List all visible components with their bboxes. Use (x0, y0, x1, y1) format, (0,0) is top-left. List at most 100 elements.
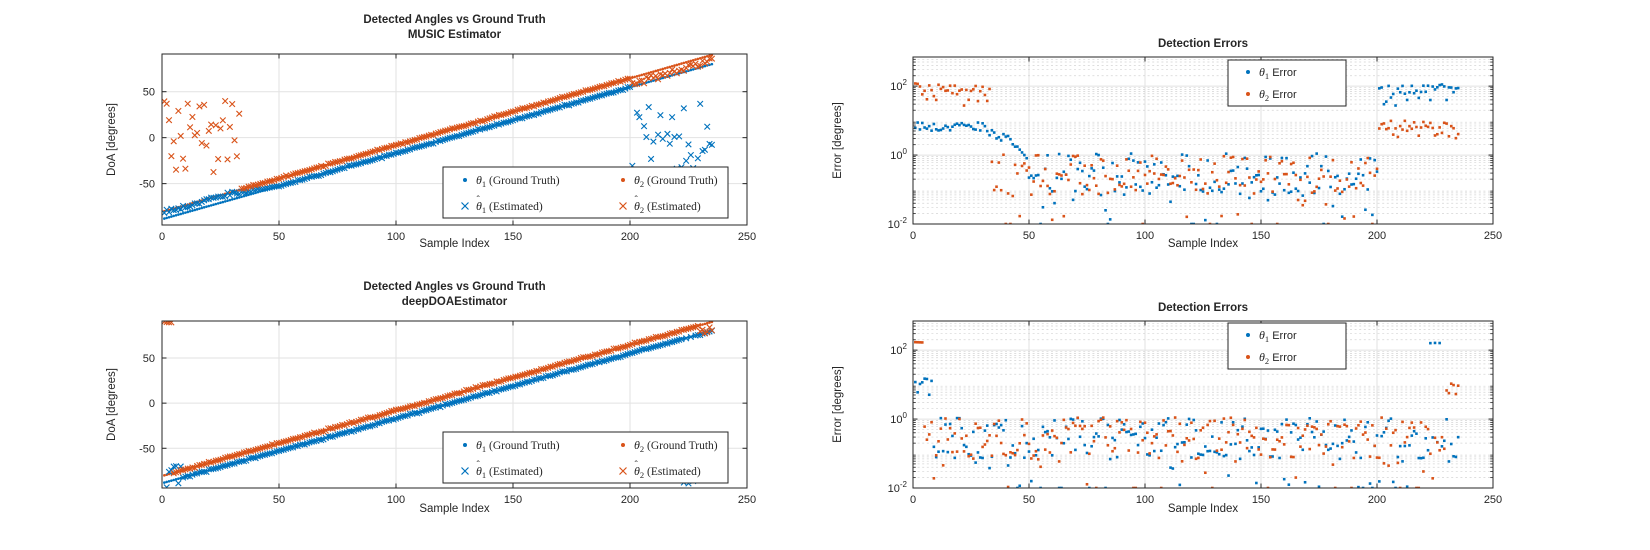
legend-item: θ1 Error (1246, 65, 1297, 81)
x-tick-label: 250 (738, 231, 756, 243)
legend-dot-marker-icon (1246, 92, 1250, 96)
legend-item-label: θ2 (Estimated) (634, 464, 701, 480)
series-theta2-error (914, 82, 1460, 224)
x-tick-label: 0 (159, 231, 165, 243)
x-tick-label: 250 (1484, 230, 1502, 242)
legend-item-label: θ1 (Estimated) (476, 199, 543, 215)
series-theta1-est (163, 327, 716, 488)
legend-dot-marker-icon (621, 443, 625, 447)
legend-item: θ2 (Ground Truth) (621, 438, 718, 454)
y-tick-label: 102 (890, 342, 907, 357)
legend-item: θ2 (Estimated)ˆ (619, 195, 701, 215)
legend-item: θ1 (Ground Truth) (463, 173, 560, 189)
hat-accent: ˆ (477, 195, 481, 206)
legend-item-label: θ1 (Estimated) (476, 464, 543, 480)
series-theta2-est (162, 55, 716, 192)
panel-title: Detection Errors (1158, 302, 1248, 314)
x-tick-label: 0 (910, 494, 916, 506)
legend-item: θ1 Error (1246, 328, 1297, 344)
hat-accent: ˆ (477, 460, 481, 471)
series-theta1-error (914, 341, 1460, 488)
panel-deep-errors: 0 50 100 150 200 250 10-2 100 102 Detection Error… (832, 302, 1502, 515)
x-axis-label: Sample Index (419, 238, 490, 250)
x-axis-label: Sample Index (419, 503, 490, 515)
legend-x-marker-icon (461, 202, 469, 210)
legend-item-label: θ2 Error (1259, 350, 1297, 366)
legend-x-marker-icon (461, 467, 469, 475)
x-tick-label: 200 (1368, 494, 1386, 506)
y-tick-label: 10-2 (888, 480, 908, 495)
legend-item: θ2 (Estimated)ˆ (619, 460, 701, 480)
panel-title: MUSIC Estimator (408, 29, 502, 41)
y-axis-label: DoA [degrees] (106, 368, 118, 441)
legend-item: θ2 Error (1246, 87, 1297, 103)
y-tick-label: -50 (139, 179, 155, 191)
legend: θ1 Error θ2 Error (1227, 59, 1347, 107)
y-axis-label: Error [degrees] (832, 366, 844, 443)
legend-item: θ1 (Estimated)ˆ (461, 460, 543, 480)
legend-x-marker-icon (619, 467, 627, 475)
x-tick-label: 150 (1252, 494, 1270, 506)
hat-accent: ˆ (635, 460, 639, 471)
x-tick-label: 100 (387, 494, 405, 506)
legend-dot-marker-icon (463, 443, 467, 447)
legend-item-label: θ1 (Ground Truth) (476, 438, 560, 454)
series-theta2-est (162, 321, 716, 477)
y-tick-label: 100 (890, 147, 907, 162)
x-tick-label: 50 (1023, 494, 1035, 506)
legend-item-label: θ2 Error (1259, 87, 1297, 103)
legend-item-label: θ2 (Ground Truth) (634, 438, 718, 454)
x-tick-label: 100 (387, 231, 405, 243)
panel-title: deepDOAEstimator (402, 296, 508, 308)
x-tick-label: 250 (738, 494, 756, 506)
x-tick-label: 50 (273, 231, 285, 243)
legend-item-label: θ2 (Ground Truth) (634, 173, 718, 189)
panel-music-errors: 0 50 100 150 200 250 10-2 100 102 Detection Error… (832, 38, 1502, 250)
panel-deep-angles: 0 50 100 150 200 250 -50 0 50 Detected Angles vs … (106, 281, 756, 515)
x-tick-label: 0 (159, 494, 165, 506)
y-tick-label: 102 (890, 78, 907, 93)
legend-x-marker-icon (619, 202, 627, 210)
y-axis-label: Error [degrees] (832, 102, 844, 179)
x-tick-label: 150 (504, 494, 522, 506)
x-tick-label: 50 (1023, 230, 1035, 242)
legend-item-label: θ1 Error (1259, 328, 1297, 344)
x-axis-label: Sample Index (1168, 503, 1239, 515)
legend-item-label: θ1 Error (1259, 65, 1297, 81)
panel-title: Detected Angles vs Ground Truth (363, 281, 545, 293)
y-tick-label: 10-2 (888, 216, 908, 231)
series-theta2-error (914, 340, 1460, 488)
panel-music-angles: 0 50 100 150 200 250 -50 0 50 Detected Angles vs … (106, 14, 756, 250)
x-tick-label: 150 (1252, 230, 1270, 242)
legend-item: θ1 (Ground Truth) (463, 438, 560, 454)
legend-dot-marker-icon (621, 178, 625, 182)
x-tick-label: 200 (1368, 230, 1386, 242)
legend-dot-marker-icon (1246, 333, 1250, 337)
panel-title: Detection Errors (1158, 38, 1248, 50)
legend-dot-marker-icon (463, 178, 467, 182)
legend-item-label: θ2 (Estimated) (634, 199, 701, 215)
y-tick-label: 50 (143, 87, 155, 99)
legend-dot-marker-icon (1246, 70, 1250, 74)
legend-dot-marker-icon (1246, 355, 1250, 359)
legend-item: θ2 (Ground Truth) (621, 173, 718, 189)
panel-title: Detected Angles vs Ground Truth (363, 14, 545, 26)
x-tick-label: 150 (504, 231, 522, 243)
legend: θ1 Error θ2 Error (1227, 322, 1347, 370)
y-tick-label: 100 (890, 411, 907, 426)
legend: θ1 (Ground Truth) θ2 (Ground Truth) θ1 (Es… (442, 166, 729, 219)
x-tick-label: 50 (273, 494, 285, 506)
y-tick-label: -50 (139, 443, 155, 455)
legend-item-label: θ1 (Ground Truth) (476, 173, 560, 189)
x-tick-label: 100 (1136, 494, 1154, 506)
x-tick-label: 0 (910, 230, 916, 242)
legend-item: θ2 Error (1246, 350, 1297, 366)
y-tick-label: 0 (149, 133, 155, 145)
y-axis-label: DoA [degrees] (106, 103, 118, 176)
x-tick-label: 200 (621, 231, 639, 243)
x-tick-label: 200 (621, 494, 639, 506)
legend-item: θ1 (Estimated)ˆ (461, 195, 543, 215)
x-axis-label: Sample Index (1168, 238, 1239, 250)
x-tick-label: 250 (1484, 494, 1502, 506)
